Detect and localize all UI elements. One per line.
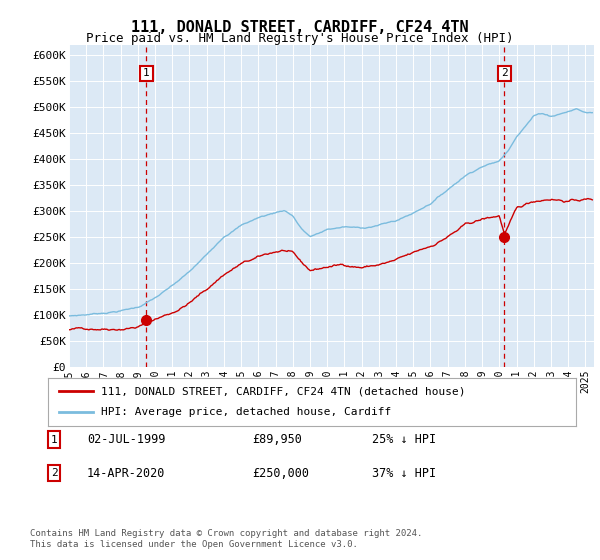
Text: 1: 1 — [143, 68, 150, 78]
Text: £250,000: £250,000 — [252, 466, 309, 480]
Text: 1: 1 — [50, 435, 58, 445]
Text: 2: 2 — [50, 468, 58, 478]
Text: Contains HM Land Registry data © Crown copyright and database right 2024.
This d: Contains HM Land Registry data © Crown c… — [30, 529, 422, 549]
Text: 2: 2 — [501, 68, 508, 78]
Text: 37% ↓ HPI: 37% ↓ HPI — [372, 466, 436, 480]
Text: 14-APR-2020: 14-APR-2020 — [87, 466, 166, 480]
Text: Price paid vs. HM Land Registry's House Price Index (HPI): Price paid vs. HM Land Registry's House … — [86, 32, 514, 45]
Text: 25% ↓ HPI: 25% ↓ HPI — [372, 433, 436, 446]
Text: 02-JUL-1999: 02-JUL-1999 — [87, 433, 166, 446]
Text: 111, DONALD STREET, CARDIFF, CF24 4TN (detached house): 111, DONALD STREET, CARDIFF, CF24 4TN (d… — [101, 386, 466, 396]
Text: £89,950: £89,950 — [252, 433, 302, 446]
Text: 111, DONALD STREET, CARDIFF, CF24 4TN: 111, DONALD STREET, CARDIFF, CF24 4TN — [131, 20, 469, 35]
Text: HPI: Average price, detached house, Cardiff: HPI: Average price, detached house, Card… — [101, 407, 391, 417]
